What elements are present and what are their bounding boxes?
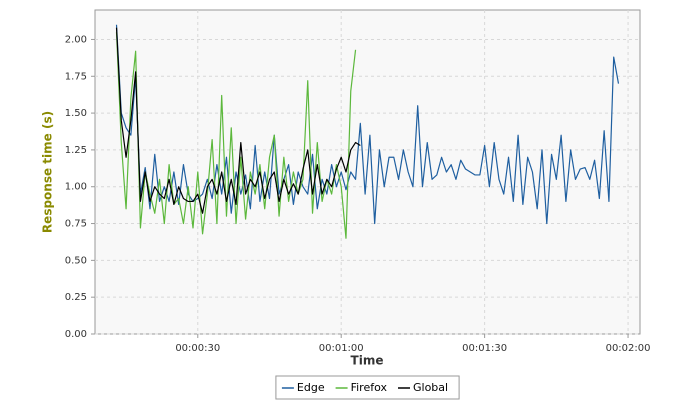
x-tick-label: 00:00:30 — [175, 343, 220, 354]
x-tick-label: 00:01:00 — [319, 343, 364, 354]
y-tick-label: 2.00 — [65, 34, 87, 45]
y-tick-label: 1.50 — [65, 108, 87, 119]
y-tick-label: 0.50 — [65, 255, 87, 266]
legend-box — [275, 375, 460, 400]
y-tick-label: 1.25 — [65, 145, 87, 156]
legend-label: Edge — [297, 381, 325, 394]
x-tick-label: 00:01:30 — [462, 343, 507, 354]
y-tick-label: 0.25 — [65, 292, 87, 303]
legend-label: Firefox — [351, 381, 388, 394]
y-axis-label: Response time (s) — [41, 111, 55, 233]
legend-label: Global — [413, 381, 448, 394]
y-tick-label: 0.00 — [65, 329, 87, 340]
y-tick-label: 1.75 — [65, 71, 87, 82]
x-tick-label: 00:02:00 — [606, 343, 651, 354]
x-axis-label: Time — [351, 354, 384, 368]
series-line — [115, 27, 361, 214]
series-line — [115, 32, 357, 239]
legend: Edge Firefox Global — [275, 375, 460, 400]
y-tick-label: 1.00 — [65, 182, 87, 193]
y-tick-label: 0.75 — [65, 219, 87, 230]
